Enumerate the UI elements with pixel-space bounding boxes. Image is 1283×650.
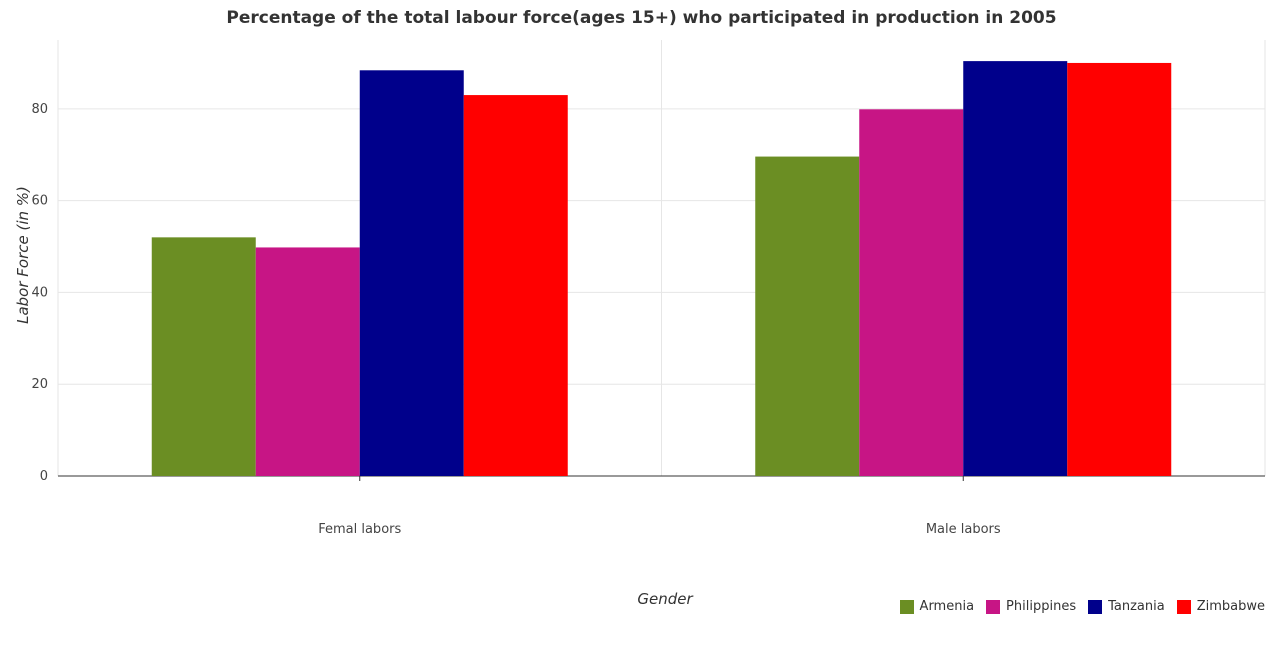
legend-swatch <box>1088 600 1102 614</box>
x-tick-label: Male labors <box>926 522 1001 537</box>
legend-item-zimbabwe: Zimbabwe <box>1177 599 1265 614</box>
legend-label: Philippines <box>1006 599 1076 614</box>
y-tick-label: 20 <box>31 377 48 392</box>
axes <box>58 476 1265 481</box>
y-axis-label: Labor Force (in %) <box>14 186 32 324</box>
legend-item-armenia: Armenia <box>900 599 975 614</box>
legend-swatch <box>986 600 1000 614</box>
y-tick-label: 0 <box>40 469 48 484</box>
y-tick-label: 40 <box>31 285 48 300</box>
bar-tanzania-0 <box>360 70 464 476</box>
x-tick-label: Femal labors <box>318 522 401 537</box>
legend-swatch <box>900 600 914 614</box>
bar-zimbabwe-1 <box>1067 63 1171 476</box>
legend: Armenia Philippines Tanzania Zimbabwe <box>900 599 1265 614</box>
x-axis-label: Gender <box>637 590 693 608</box>
bar-armenia-1 <box>755 157 859 476</box>
bar-armenia-0 <box>152 237 256 476</box>
legend-label: Zimbabwe <box>1197 599 1265 614</box>
y-tick-label: 60 <box>31 194 48 209</box>
legend-label: Armenia <box>920 599 975 614</box>
legend-swatch <box>1177 600 1191 614</box>
legend-item-philippines: Philippines <box>986 599 1076 614</box>
legend-item-tanzania: Tanzania <box>1088 599 1165 614</box>
y-tick-label: 80 <box>31 102 48 117</box>
legend-label: Tanzania <box>1108 599 1165 614</box>
bar-tanzania-1 <box>963 61 1067 476</box>
bar-philippines-0 <box>256 247 360 476</box>
bar-philippines-1 <box>859 109 963 476</box>
bar-zimbabwe-0 <box>464 95 568 476</box>
